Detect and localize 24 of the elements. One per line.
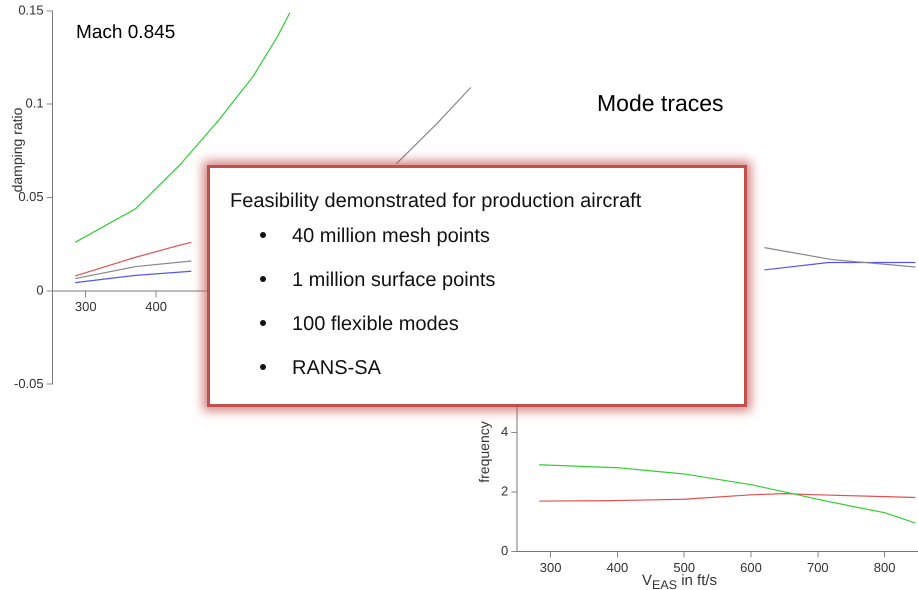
x-tick-label: 400 <box>145 299 167 314</box>
y-tick-label: 0 <box>36 282 44 298</box>
x-axis-title: V$_{EAS}$ in ft/s <box>642 572 718 590</box>
x-tick-label: 700 <box>806 560 829 575</box>
annotation: 100 flexible modes <box>291 312 460 337</box>
annotation: 40 million mesh points <box>291 224 491 249</box>
x-tick-label: 800 <box>874 560 896 575</box>
y-tick-label: 2 <box>500 483 508 498</box>
chart-title: Mode traces <box>597 90 724 117</box>
x-tick-label: 400 <box>606 560 628 575</box>
y-tick-label: 0.1 <box>26 96 44 111</box>
annotation: RANS-SA <box>291 356 382 381</box>
y-tick-label: 0 <box>500 542 508 558</box>
y-tick-label: -0.05 <box>14 376 44 391</box>
x-tick-label: 300 <box>74 299 97 314</box>
annotation: Feasibility demonstrated for production aircraft <box>230 190 642 213</box>
y-tick-label: 0.15 <box>18 2 44 18</box>
x-tick-label: 500 <box>673 560 696 575</box>
x-tick-label: 300 <box>540 560 562 575</box>
y-axis-title: frequency <box>476 421 492 483</box>
y-tick-label: 4 <box>500 424 508 439</box>
x-tick-label: 600 <box>740 560 762 575</box>
annotation: 1 million surface points <box>291 268 496 293</box>
annotation: Mach 0.845 <box>76 22 176 44</box>
